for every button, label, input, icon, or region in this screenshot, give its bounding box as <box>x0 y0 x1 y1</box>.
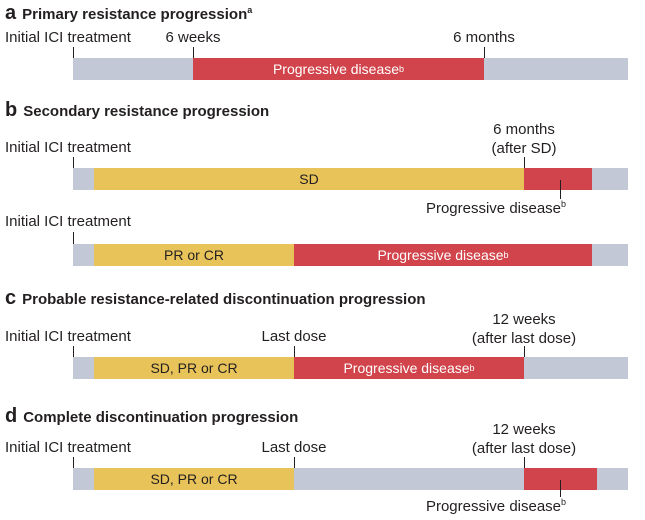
panel-d-12-weeks-label: 12 weeks <box>492 421 556 438</box>
panel-d-timeline-bar: SD, PR or CR <box>73 468 628 490</box>
panel-b-row1-progressive-disease-label: Progressive disease <box>425 200 562 217</box>
panel-d-last-dose-tick <box>294 457 295 468</box>
panel-b-letter: b <box>5 99 18 121</box>
panel-c-letter: c <box>5 287 17 309</box>
panel-c-timeline-bar: SD, PR or CR Progressive disease b <box>73 357 628 379</box>
panel-a-title-superscript: a <box>247 5 253 15</box>
panel-c-12-weeks-tick <box>524 346 525 357</box>
panel-d-last-dose-label: Last dose <box>261 439 327 456</box>
panel-d-progressive-disease-segment <box>524 468 597 490</box>
panel-a-6-weeks-label: 6 weeks <box>165 29 221 46</box>
panel-b-title: Secondary resistance progression <box>23 103 270 120</box>
panel-b-row1-progressive-disease-callout: Progressive diseaseb <box>425 199 567 218</box>
panel-b-row1-pointer-line <box>560 180 561 199</box>
panel-b-row2-progressive-disease-label: Progressive disease <box>377 247 504 263</box>
panel-d-heading: d Complete discontinuation progression <box>5 405 298 428</box>
panel-d-pointer-line <box>560 480 561 497</box>
panel-a-start-tick <box>73 47 74 58</box>
panel-c-sd-pr-cr-label: SD, PR or CR <box>150 360 238 376</box>
panel-c-after-last-dose-label: (after last dose) <box>471 330 577 347</box>
panel-c-12-weeks-label: 12 weeks <box>492 311 556 328</box>
panel-d-title: Complete discontinuation progression <box>23 409 299 426</box>
panel-d-start-tick <box>73 457 74 468</box>
panel-d-12-weeks-tick <box>524 457 525 468</box>
panel-b-row1-initial-label: Initial ICI treatment <box>5 139 131 156</box>
panel-d-progressive-disease-callout: Progressive diseaseb <box>425 497 567 516</box>
panel-a-6-months-tick <box>484 47 485 58</box>
panel-c-start-tick <box>73 346 74 357</box>
panel-a-6-months-label: 6 months <box>453 29 515 46</box>
panel-b-row2-timeline-bar: PR or CR Progressive disease b <box>73 244 628 266</box>
panel-d-after-last-dose-label: (after last dose) <box>471 440 577 457</box>
panel-c-sd-pr-cr-segment: SD, PR or CR <box>94 357 294 379</box>
panel-b-row2-start-tick <box>73 232 74 244</box>
panel-b-row2-progressive-disease-segment: Progressive disease b <box>294 244 592 266</box>
panel-d-sd-pr-cr-segment: SD, PR or CR <box>94 468 294 490</box>
panel-c-heading: c Probable resistance-related discontinua… <box>5 287 426 310</box>
panel-c-title: Probable resistance-related discontinuat… <box>22 291 426 308</box>
panel-a-initial-label: Initial ICI treatment <box>5 29 131 46</box>
panel-b-row1-6-months-label: 6 months <box>493 121 555 138</box>
panel-d-superscript-b: b <box>561 497 567 507</box>
panel-a-progressive-disease-segment: Progressive disease b <box>193 58 484 80</box>
panel-b-row2-pr-cr-segment: PR or CR <box>94 244 294 266</box>
panel-d-progressive-disease-label: Progressive disease <box>425 498 562 515</box>
panel-b-row1-superscript-b: b <box>561 199 567 209</box>
panel-b-row2-pr-cr-label: PR or CR <box>164 247 224 263</box>
panel-a-6-weeks-tick <box>193 47 194 58</box>
panel-c-last-dose-label: Last dose <box>261 328 327 345</box>
panel-b-row1-timeline-bar: SD <box>73 168 628 190</box>
panel-d-letter: d <box>5 405 18 427</box>
panel-b-row2-initial-label: Initial ICI treatment <box>5 213 131 230</box>
panel-c-last-dose-tick <box>294 346 295 357</box>
panel-c-initial-label: Initial ICI treatment <box>5 328 131 345</box>
panel-d-sd-pr-cr-label: SD, PR or CR <box>150 471 238 487</box>
panel-b-row1-6-months-tick <box>524 157 525 168</box>
panel-a-letter: a <box>5 2 17 24</box>
panel-c-progressive-disease-label: Progressive disease <box>343 360 470 376</box>
panel-b-row1-progressive-disease-segment <box>524 168 592 190</box>
panel-b-heading: b Secondary resistance progression <box>5 99 269 122</box>
panel-b-row1-sd-label: SD <box>299 171 319 187</box>
panel-a-heading: a Primary resistance progressiona <box>5 2 252 25</box>
panel-d-initial-label: Initial ICI treatment <box>5 439 131 456</box>
panel-b-row1-sd-segment: SD <box>94 168 524 190</box>
panel-a-title: Primary resistance progression <box>22 6 248 23</box>
panel-a-timeline-bar: Progressive disease b <box>73 58 628 80</box>
panel-c-progressive-disease-segment: Progressive disease b <box>294 357 524 379</box>
panel-b-row1-after-sd-label: (after SD) <box>491 140 557 157</box>
panel-a-progressive-disease-label: Progressive disease <box>272 61 400 77</box>
panel-b-row1-start-tick <box>73 157 74 168</box>
